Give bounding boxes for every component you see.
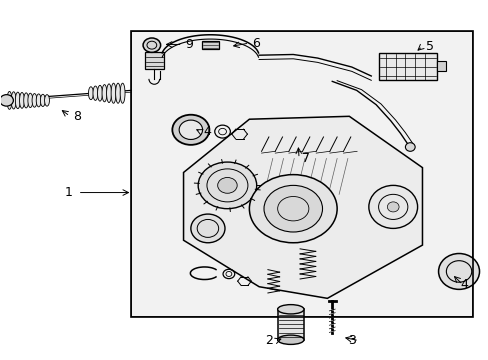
- Ellipse shape: [20, 93, 24, 108]
- Ellipse shape: [88, 87, 93, 100]
- Ellipse shape: [190, 214, 224, 243]
- Text: 4: 4: [203, 125, 210, 138]
- Ellipse shape: [28, 93, 33, 108]
- Text: 2: 2: [264, 334, 272, 347]
- Bar: [0, 317, 488, 359]
- Ellipse shape: [249, 175, 336, 243]
- Bar: [378, 53, 436, 80]
- Text: 6: 6: [251, 36, 259, 50]
- Ellipse shape: [172, 115, 209, 145]
- Ellipse shape: [0, 95, 13, 106]
- Bar: [144, 51, 163, 69]
- Ellipse shape: [41, 94, 45, 107]
- Ellipse shape: [368, 185, 417, 228]
- Bar: [0, 1, 488, 31]
- Text: 7: 7: [302, 152, 309, 165]
- Text: 5: 5: [425, 40, 433, 53]
- Ellipse shape: [277, 335, 304, 345]
- Ellipse shape: [277, 305, 304, 314]
- Ellipse shape: [438, 253, 479, 289]
- Text: 8: 8: [73, 110, 81, 123]
- Ellipse shape: [11, 92, 16, 109]
- Text: 9: 9: [184, 38, 192, 51]
- Bar: [131, 31, 472, 317]
- Bar: [201, 41, 219, 49]
- Bar: [436, 61, 445, 71]
- Ellipse shape: [405, 143, 414, 151]
- Ellipse shape: [102, 85, 107, 102]
- Bar: [131, 31, 472, 317]
- Ellipse shape: [106, 84, 111, 103]
- Text: 1: 1: [65, 186, 73, 199]
- Ellipse shape: [97, 85, 102, 101]
- Ellipse shape: [44, 95, 49, 106]
- Ellipse shape: [386, 202, 398, 212]
- Ellipse shape: [179, 120, 202, 139]
- Ellipse shape: [120, 83, 125, 103]
- Ellipse shape: [36, 94, 41, 107]
- Text: 4: 4: [459, 278, 467, 291]
- Ellipse shape: [24, 93, 28, 108]
- Ellipse shape: [7, 91, 12, 109]
- Ellipse shape: [15, 92, 20, 109]
- Text: 3: 3: [347, 334, 355, 347]
- Bar: [472, 1, 488, 359]
- Polygon shape: [183, 116, 422, 298]
- Ellipse shape: [264, 185, 322, 232]
- Bar: [277, 309, 304, 340]
- Ellipse shape: [143, 38, 160, 52]
- Ellipse shape: [111, 83, 116, 103]
- Ellipse shape: [32, 94, 37, 107]
- Ellipse shape: [217, 177, 237, 193]
- Bar: [0, 1, 131, 359]
- Ellipse shape: [198, 162, 256, 209]
- Ellipse shape: [115, 83, 120, 103]
- Ellipse shape: [93, 86, 98, 100]
